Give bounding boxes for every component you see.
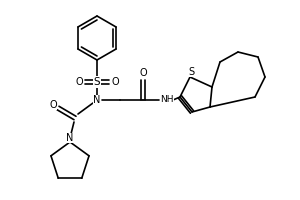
Text: S: S	[188, 67, 194, 77]
Text: O: O	[111, 77, 119, 87]
Text: S: S	[94, 77, 100, 87]
Text: NH: NH	[160, 96, 174, 104]
Text: O: O	[139, 68, 147, 78]
Text: N: N	[66, 133, 74, 143]
Text: O: O	[75, 77, 83, 87]
Text: O: O	[49, 100, 57, 110]
Text: N: N	[93, 95, 101, 105]
